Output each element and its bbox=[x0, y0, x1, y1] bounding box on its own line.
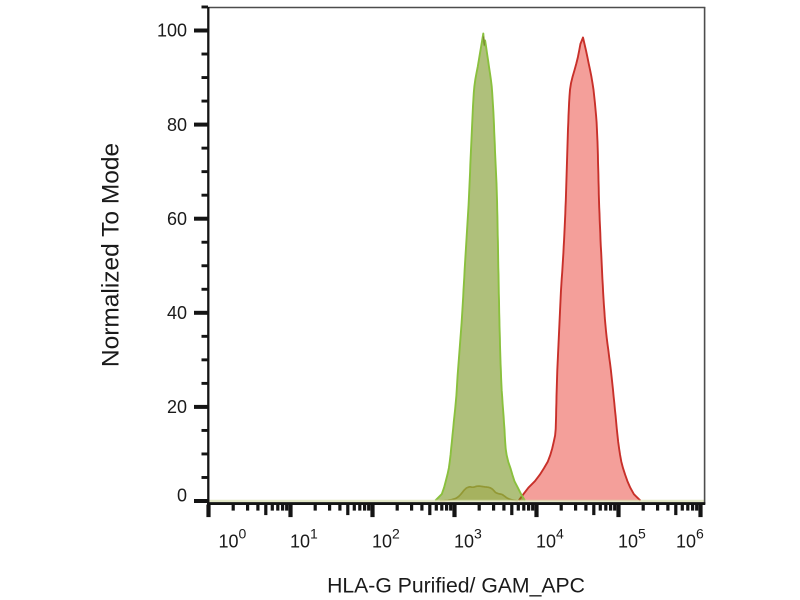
svg-text:80: 80 bbox=[167, 115, 187, 135]
svg-text:60: 60 bbox=[167, 209, 187, 229]
svg-text:100: 100 bbox=[157, 21, 187, 41]
svg-text:40: 40 bbox=[167, 303, 187, 323]
svg-text:20: 20 bbox=[167, 397, 187, 417]
svg-text:0: 0 bbox=[177, 486, 187, 506]
svg-text:Normalized To Mode: Normalized To Mode bbox=[98, 143, 125, 367]
svg-text:HLA-G Purified/ GAM_APC: HLA-G Purified/ GAM_APC bbox=[327, 575, 585, 598]
